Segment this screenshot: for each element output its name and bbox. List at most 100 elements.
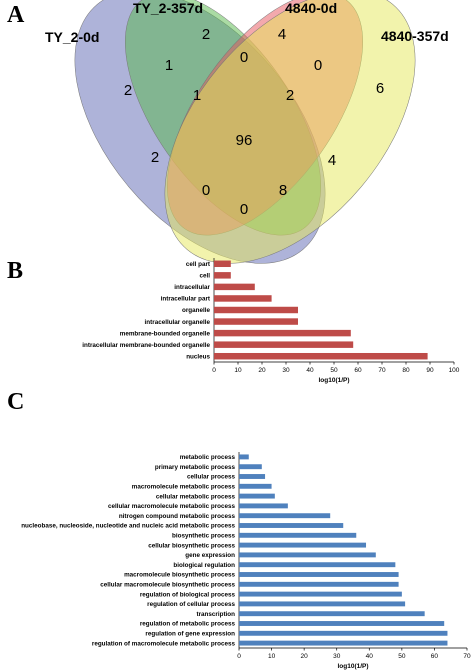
- category-label: intracellular membrane-bounded organelle: [82, 342, 210, 349]
- category-label: regulation of macromolecule metabolic pr…: [92, 640, 236, 647]
- category-label: nucleobase, nucleoside, nucleotide and n…: [21, 523, 235, 530]
- bar: [214, 283, 255, 291]
- x-tick-label: 70: [463, 653, 471, 660]
- x-tick-label: 90: [426, 367, 434, 374]
- category-label: regulation of biological process: [140, 591, 236, 598]
- bar: [239, 630, 448, 636]
- bar: [214, 318, 298, 325]
- x-axis-title: log10(1/P): [337, 663, 368, 670]
- venn-region-ty2-0d-4840-0d: 2: [151, 149, 159, 166]
- category-label: membrane-bounded organelle: [120, 330, 211, 337]
- bar: [239, 542, 367, 548]
- x-axis-title: log10(1/P): [318, 377, 349, 384]
- category-label: cellular metabolic process: [156, 493, 236, 500]
- bar: [239, 581, 399, 587]
- x-tick-label: 0: [212, 367, 216, 374]
- panel-letter-a: A: [7, 2, 25, 28]
- bar: [239, 621, 445, 626]
- category-label: cellular macromolecule biosynthetic proc…: [100, 582, 235, 589]
- category-label: cellular process: [187, 474, 235, 481]
- category-label: gene expression: [185, 552, 235, 559]
- bar: [239, 591, 402, 597]
- venn-region-4840-0d-4840-357d: 0: [314, 57, 322, 74]
- x-tick-label: 0: [237, 653, 241, 660]
- venn-set-4840-357d: [164, 0, 416, 264]
- category-label: primary metabolic process: [155, 464, 236, 471]
- venn-set-label-4840-0d: 4840-0d: [285, 0, 337, 16]
- category-label: regulation of metabolic process: [140, 621, 236, 628]
- category-label: cellular biosynthetic process: [148, 542, 235, 549]
- venn-region-4840-0d-only: 4: [278, 26, 286, 43]
- x-tick-label: 10: [268, 653, 276, 660]
- venn-set-label-ty2-0d: TY_2-0d: [45, 29, 99, 45]
- bar: [239, 572, 399, 577]
- category-label: transcription: [197, 611, 236, 618]
- panel-letter-c: C: [7, 389, 24, 415]
- x-tick-label: 30: [333, 653, 341, 660]
- category-label: biosynthetic process: [172, 533, 235, 540]
- venn-diagram: TY_2-0d TY_2-357d 4840-0d 4840-357d 2 2 …: [45, 0, 449, 264]
- bar-chart-c: metabolic process primary metabolic proce…: [21, 452, 471, 670]
- venn-region-ty2-357d-only: 2: [202, 26, 210, 43]
- bar: [214, 260, 231, 268]
- category-label: macromolecule biosynthetic process: [124, 572, 235, 579]
- category-label: cell part: [186, 261, 211, 268]
- category-label: macromolecule metabolic process: [132, 484, 236, 491]
- bar: [239, 454, 249, 460]
- bar: [239, 601, 406, 607]
- bar: [239, 464, 262, 470]
- venn-region-ty2-0d-only: 2: [124, 82, 132, 99]
- x-tick-label: 40: [306, 367, 314, 374]
- bar-chart-b: cell part cell intracellular intracellular …: [82, 258, 460, 384]
- bar: [239, 483, 272, 489]
- bar: [239, 562, 396, 568]
- category-label: intracellular organelle: [145, 319, 211, 326]
- bar: [239, 493, 275, 499]
- x-tick-label: 50: [330, 367, 338, 374]
- venn-set-label-4840-357d: 4840-357d: [381, 28, 449, 44]
- bar: [214, 329, 351, 337]
- venn-region-ty2-0d-ty2-357d: 1: [165, 57, 173, 74]
- x-tick-label: 40: [366, 653, 374, 660]
- bar: [239, 552, 376, 558]
- x-tick-label: 80: [402, 367, 410, 374]
- bar: [239, 474, 266, 479]
- bar: [214, 341, 354, 348]
- bar: [239, 532, 357, 538]
- x-tick-label: 50: [398, 653, 406, 660]
- venn-region-all: 96: [236, 132, 253, 149]
- category-label: biological regulation: [173, 562, 235, 569]
- x-tick-label: 60: [431, 653, 439, 660]
- category-label: intracellular part: [161, 296, 211, 303]
- category-label: regulation of cellular process: [147, 601, 235, 608]
- venn-region-ty2-357d-4840-357d: 4: [328, 152, 336, 169]
- category-label: metabolic process: [180, 454, 236, 461]
- bar: [239, 513, 331, 519]
- x-tick-label: 60: [354, 367, 362, 374]
- x-tick-label: 20: [258, 367, 266, 374]
- venn-region-ty2-0d-4840-0d-4840-357d: 0: [202, 182, 210, 199]
- bar: [239, 640, 448, 646]
- venn-region-ty2-357d-4840-0d: 0: [240, 49, 248, 66]
- venn-region-ty2-0d-ty2-357d-4840-357d: 8: [279, 182, 287, 199]
- x-tick-label: 100: [449, 367, 460, 374]
- x-tick-label: 70: [378, 367, 386, 374]
- category-label: organelle: [182, 307, 210, 314]
- venn-region-ty2-357d-4840-0d-4840-357d: 2: [286, 87, 294, 104]
- bar: [239, 503, 288, 509]
- bar: [214, 272, 231, 279]
- category-label: regulation of gene expression: [145, 631, 235, 638]
- category-label: nucleus: [186, 353, 210, 360]
- category-label: cellular macromolecule metabolic process: [108, 503, 236, 510]
- x-tick-label: 30: [282, 367, 290, 374]
- x-tick-label: 20: [301, 653, 309, 660]
- bar: [239, 611, 425, 617]
- x-tick-label: 10: [234, 367, 242, 374]
- venn-set-label-ty2-357d: TY_2-357d: [133, 0, 203, 16]
- venn-region-4840-357d-only: 6: [376, 80, 384, 97]
- bar: [214, 352, 428, 360]
- category-label: nitrogen compound metabolic process: [119, 513, 236, 520]
- category-label: cell: [199, 273, 210, 280]
- bar: [239, 523, 344, 528]
- venn-region-ty2-0d-4840-357d: 0: [240, 201, 248, 218]
